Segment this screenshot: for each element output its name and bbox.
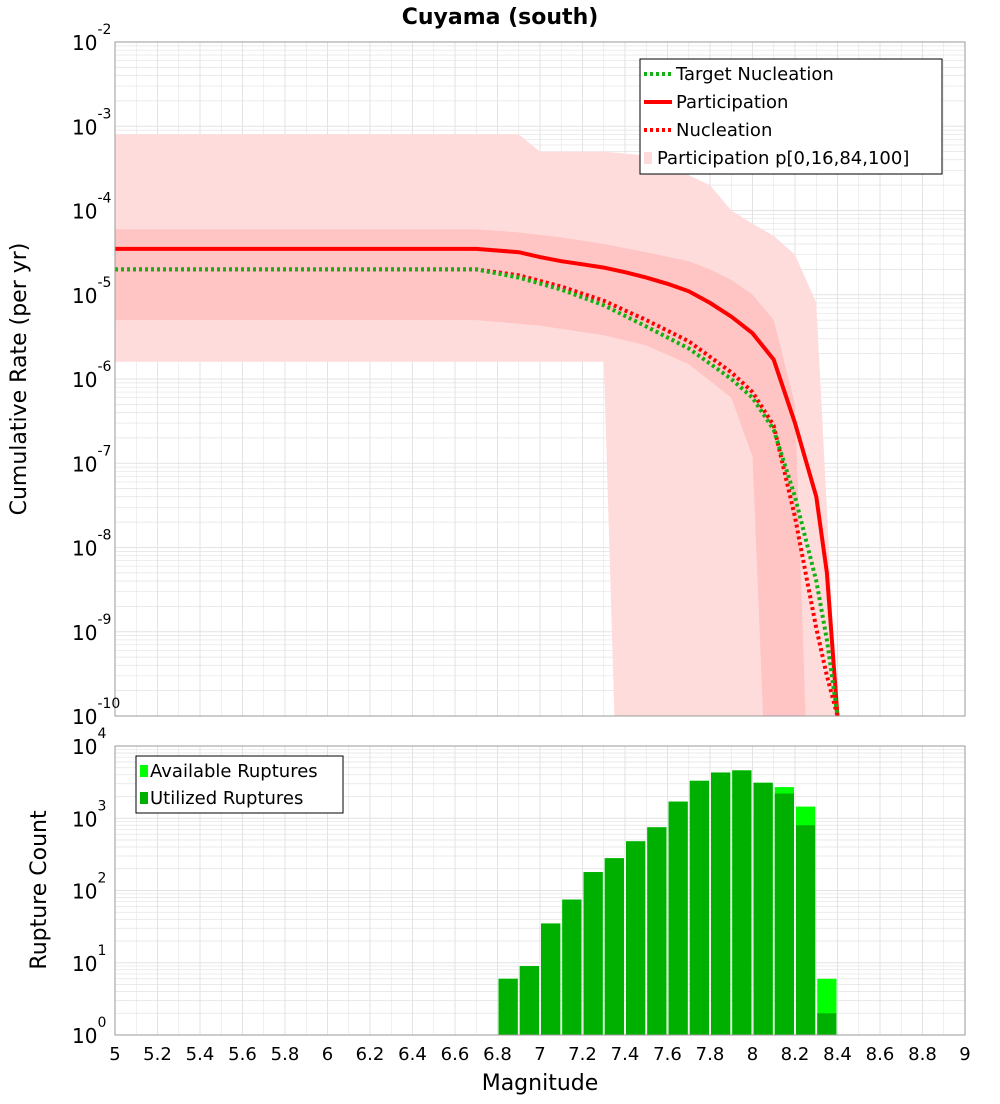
bottom-panel-y-axis-title: Rupture Count [27, 810, 52, 970]
x-tick-label: 7.8 [696, 1044, 725, 1065]
utilized-bar [796, 825, 816, 1035]
bottom-legend-label: Utilized Ruptures [150, 788, 303, 809]
chart-title: Cuyama (south) [402, 5, 599, 30]
x-tick-label: 6.8 [483, 1044, 512, 1065]
x-tick-label: 6.6 [441, 1044, 470, 1065]
x-tick-label: 6 [322, 1044, 333, 1065]
x-tick-label: 6.4 [398, 1044, 427, 1065]
x-tick-label: 7.4 [611, 1044, 640, 1065]
x-tick-label: 8.2 [781, 1044, 810, 1065]
top-legend-label: Participation [676, 92, 788, 113]
utilized-bar [626, 841, 646, 1035]
top-legend-label: Target Nucleation [675, 64, 834, 85]
utilized-bar [711, 772, 731, 1035]
utilized-bar [498, 978, 518, 1035]
bottom-y-tick-label: 102 [72, 871, 106, 904]
utilized-bar [647, 827, 667, 1035]
top-y-tick-label: 10-10 [72, 696, 120, 729]
bottom-panel-x-ticks: 5 5.2 5.4 5.6 5.8 6 6.2 6.4 6.6 6.8 7 7.2 7.4 7.6 7.8 8… [109, 1044, 970, 1065]
x-tick-label: 8.8 [908, 1044, 937, 1065]
nucleation-line [115, 267, 840, 717]
top-legend-swatch [644, 152, 652, 164]
utilized-bar [541, 923, 561, 1035]
top-panel-frame [114, 41, 966, 717]
top-legend-label: Participation p[0,16,84,100] [657, 148, 909, 169]
x-tick-label: 8.6 [866, 1044, 895, 1065]
band-p16-p84 [115, 229, 806, 716]
utilized-bar [583, 872, 603, 1035]
bottom-panel-legend: Available Ruptures Utilized Ruptures [135, 755, 344, 814]
bottom-legend-box [135, 755, 344, 814]
utilized-bar [562, 899, 582, 1035]
top-y-tick-label: 10-7 [72, 443, 111, 476]
bottom-legend-swatch [140, 765, 148, 777]
x-tick-label: 5.2 [143, 1044, 172, 1065]
top-y-tick-label: 10-6 [72, 359, 112, 392]
bottom-panel-bars [498, 770, 837, 1035]
utilized-bar [732, 770, 752, 1035]
bottom-panel-frame [114, 745, 966, 1036]
x-tick-label: 9 [959, 1044, 970, 1065]
x-tick-label: 5 [109, 1044, 120, 1065]
top-panel-y-axis-title: Cumulative Rate (per yr) [7, 243, 32, 516]
x-axis-title: Magnitude [482, 1071, 599, 1096]
bottom-legend-label: Available Ruptures [150, 761, 318, 782]
utilized-bar [668, 801, 688, 1035]
utilized-bar [817, 1013, 837, 1035]
top-y-tick-label: 10-8 [72, 528, 111, 561]
top-legend-label: Nucleation [676, 120, 772, 141]
utilized-bar [774, 793, 794, 1035]
top-y-tick-label: 10-3 [72, 106, 111, 139]
x-tick-label: 5.6 [228, 1044, 257, 1065]
x-tick-label: 7.2 [568, 1044, 597, 1065]
bottom-y-tick-label: 101 [72, 943, 106, 976]
bottom-panel-y-ticks: 100 101 102 103 104 [72, 726, 106, 1048]
bottom-y-tick-label: 104 [72, 726, 106, 759]
utilized-bar [519, 966, 539, 1035]
top-panel-lines [115, 246, 840, 717]
utilized-bar [604, 858, 624, 1035]
x-tick-label: 5.4 [186, 1044, 215, 1065]
x-tick-label: 6.2 [356, 1044, 385, 1065]
bottom-y-tick-label: 100 [72, 1015, 106, 1048]
x-tick-label: 8.4 [823, 1044, 852, 1065]
x-tick-label: 8 [747, 1044, 758, 1065]
top-y-tick-label: 10-2 [72, 22, 111, 55]
participation-line [115, 246, 840, 717]
top-y-tick-label: 10-9 [72, 612, 111, 645]
top-y-tick-label: 10-4 [72, 191, 112, 224]
bottom-legend-swatch [140, 792, 148, 804]
utilized-bar [753, 782, 773, 1035]
top-panel-legend: Target Nucleation Participation Nucleation… [639, 58, 943, 175]
bottom-y-tick-label: 103 [72, 798, 106, 831]
x-tick-label: 7 [534, 1044, 545, 1065]
top-legend-box [639, 58, 943, 175]
x-tick-label: 7.6 [653, 1044, 682, 1065]
utilized-bar [689, 780, 709, 1035]
top-y-tick-label: 10-5 [72, 275, 111, 308]
top-panel-y-ticks: 10-10 10-9 10-8 10-7 10-6 10-5 10-4 10-3 10-2 [72, 22, 120, 729]
x-tick-label: 5.8 [271, 1044, 300, 1065]
